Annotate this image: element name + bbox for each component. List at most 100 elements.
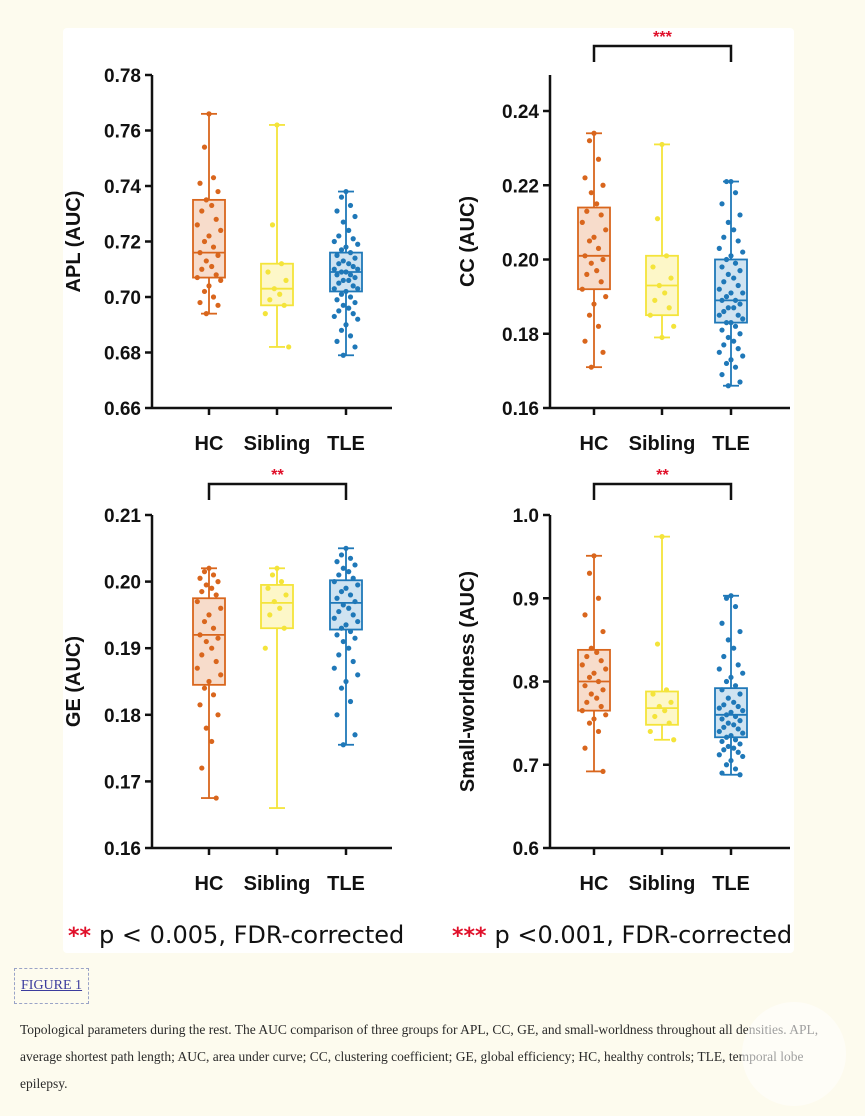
y-axis-title: APL (AUC) xyxy=(63,191,85,293)
data-point xyxy=(194,222,200,228)
data-point xyxy=(656,703,662,710)
significance-bracket: *** xyxy=(592,29,733,62)
data-point xyxy=(737,691,743,697)
significance-bracket: ** xyxy=(207,467,348,500)
data-point xyxy=(197,632,203,638)
data-point xyxy=(331,579,337,585)
data-point xyxy=(737,331,743,337)
data-point xyxy=(721,234,727,240)
data-point xyxy=(735,703,741,710)
data-point xyxy=(336,652,342,658)
data-point xyxy=(591,301,597,307)
data-point xyxy=(586,238,593,244)
box-sibling xyxy=(645,141,679,341)
data-point xyxy=(262,311,268,317)
data-point xyxy=(735,282,741,289)
data-point xyxy=(338,194,345,200)
data-point xyxy=(728,733,734,739)
data-point xyxy=(725,219,731,225)
data-point xyxy=(203,197,209,203)
data-point xyxy=(591,553,597,559)
data-point xyxy=(352,344,358,350)
data-point xyxy=(731,305,737,311)
significance-label: *** xyxy=(653,29,672,46)
data-point xyxy=(210,175,217,181)
data-point xyxy=(721,747,727,753)
data-point xyxy=(355,286,361,292)
data-point xyxy=(338,269,345,275)
data-point xyxy=(716,728,722,735)
data-point xyxy=(719,738,725,745)
significance-stars-left: ** xyxy=(68,924,92,949)
bracket-line xyxy=(592,44,733,62)
data-point xyxy=(265,269,271,275)
data-point xyxy=(728,757,734,764)
data-point xyxy=(262,645,268,651)
box-sibling xyxy=(260,565,294,809)
data-point xyxy=(594,649,600,655)
data-point xyxy=(588,645,594,651)
data-point xyxy=(719,297,725,303)
y-axis-title: GE (AUC) xyxy=(63,636,85,727)
data-point xyxy=(579,708,585,714)
data-point xyxy=(725,695,731,701)
data-point xyxy=(731,338,737,344)
data-point xyxy=(719,770,725,776)
data-point xyxy=(338,685,345,691)
data-point xyxy=(283,277,289,283)
data-point xyxy=(723,256,730,263)
data-point xyxy=(215,712,221,718)
data-point xyxy=(209,263,215,270)
x-category-label: TLE xyxy=(712,433,750,455)
significance-stars-right: *** xyxy=(452,924,487,949)
y-tick-label: 0.18 xyxy=(502,325,539,346)
data-point xyxy=(579,286,585,292)
significance-label: ** xyxy=(656,467,669,484)
data-point xyxy=(663,253,670,259)
data-point xyxy=(199,208,205,214)
data-point xyxy=(603,666,609,672)
figure-panel xyxy=(63,28,794,953)
data-point xyxy=(740,249,746,255)
data-point xyxy=(213,658,219,665)
data-point xyxy=(281,302,287,308)
data-point xyxy=(725,305,731,311)
data-point xyxy=(600,349,606,355)
data-point xyxy=(355,241,361,247)
data-point xyxy=(215,579,221,585)
data-point xyxy=(338,588,345,595)
data-point xyxy=(210,572,217,578)
y-tick-label: 0.6 xyxy=(513,839,539,860)
y-axis-title: Small-worldness (AUC) xyxy=(457,571,479,792)
data-point xyxy=(197,250,203,256)
data-point xyxy=(352,598,358,605)
data-point xyxy=(732,323,739,329)
data-point xyxy=(737,212,743,218)
data-point xyxy=(218,277,224,283)
x-category-label: Sibling xyxy=(629,433,696,455)
y-tick-label: 1.0 xyxy=(513,506,539,527)
data-point xyxy=(347,250,354,256)
data-point xyxy=(737,718,743,724)
data-point xyxy=(338,625,345,631)
y-tick-label: 0.66 xyxy=(104,399,141,420)
data-point xyxy=(737,628,743,635)
data-point xyxy=(735,238,741,244)
data-point xyxy=(719,371,725,378)
box-tle xyxy=(714,178,748,389)
x-category-label: HC xyxy=(580,433,609,455)
data-point xyxy=(343,188,349,195)
box-tle xyxy=(714,593,748,778)
data-point xyxy=(218,605,224,611)
figure-link[interactable]: FIGURE 1 xyxy=(14,968,90,1004)
data-point xyxy=(716,245,722,251)
data-point xyxy=(343,244,349,250)
data-point xyxy=(591,670,597,676)
data-point xyxy=(355,582,361,588)
data-point xyxy=(340,277,346,283)
data-point xyxy=(269,222,276,228)
data-point xyxy=(343,545,349,551)
box-sibling xyxy=(260,122,294,350)
data-point xyxy=(213,216,219,222)
data-point xyxy=(728,290,734,296)
